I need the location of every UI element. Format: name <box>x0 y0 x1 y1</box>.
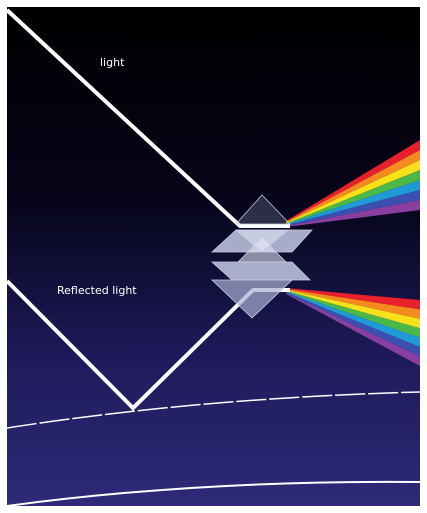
illustration: light Reflected light <box>0 0 427 513</box>
label: Reflected light <box>57 284 137 297</box>
label: light <box>100 56 125 69</box>
background <box>7 7 420 506</box>
